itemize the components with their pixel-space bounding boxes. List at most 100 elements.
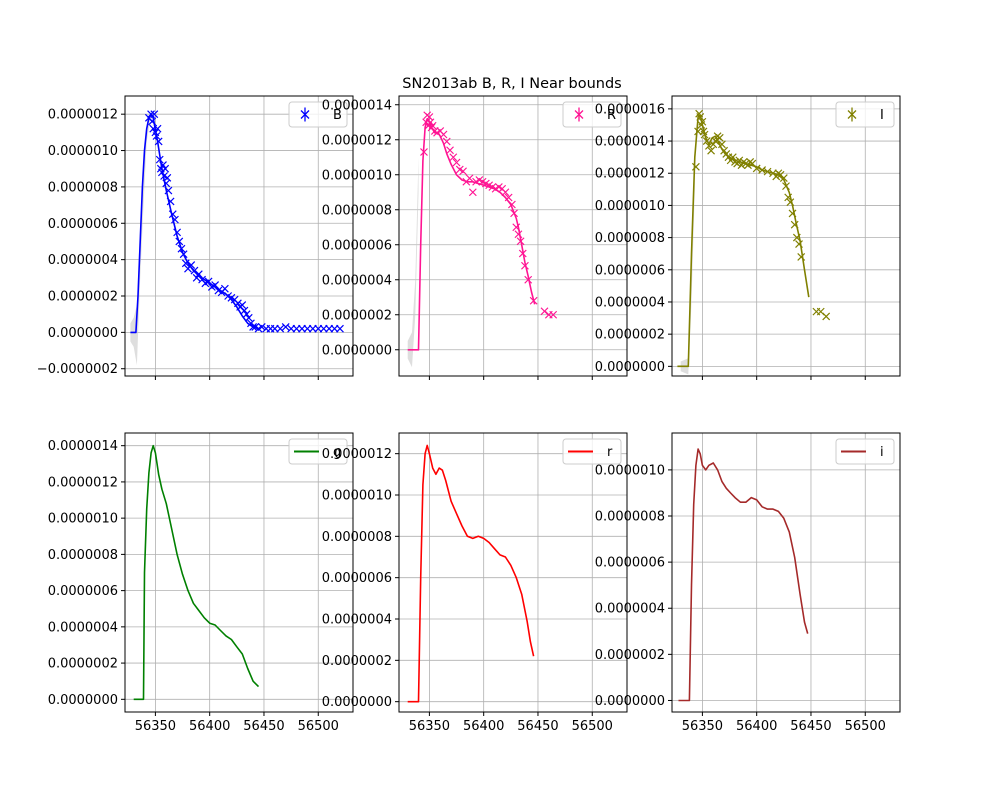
data-point: [512, 223, 521, 232]
y-tick-label: 0.0000004: [595, 602, 665, 617]
data-point: [691, 162, 700, 171]
data-point: [698, 117, 707, 126]
data-point: [439, 130, 448, 139]
data-point: [524, 275, 533, 284]
legend-label: R: [607, 108, 616, 123]
data-point: [529, 296, 538, 305]
data-point: [715, 133, 724, 142]
legend-marker: [847, 110, 857, 119]
data-point: [452, 158, 461, 167]
x-tick-label: 56400: [189, 719, 230, 734]
data-point: [521, 261, 529, 270]
data-point: [516, 237, 525, 246]
data-point: [790, 220, 799, 229]
y-tick-label: 0.0000008: [595, 231, 665, 246]
y-tick-label: 0.0000008: [322, 203, 392, 218]
y-tick-label: 0.0000010: [48, 144, 118, 159]
data-point: [518, 249, 527, 258]
legend-label: I: [880, 108, 884, 123]
x-tick-label: 56500: [298, 719, 339, 734]
data-point: [154, 137, 163, 146]
legend-label: i: [880, 445, 884, 460]
y-tick-label: 0.0000008: [595, 510, 665, 525]
data-point: [187, 261, 196, 270]
legend: i: [835, 438, 895, 465]
x-tick-label: 56350: [682, 719, 723, 734]
x-tick-label: 56350: [135, 719, 176, 734]
legend: R: [562, 101, 622, 128]
y-tick-label: 0.0000002: [595, 648, 665, 663]
data-point: [728, 153, 737, 162]
legend-label: r: [607, 445, 613, 460]
data-point: [510, 209, 519, 218]
data-point: [504, 193, 513, 202]
data-point: [175, 237, 184, 246]
data-point: [514, 230, 523, 239]
y-tick-label: 0.0000010: [322, 489, 392, 504]
data-point: [549, 310, 558, 319]
y-tick-label: 0.0000006: [595, 263, 665, 278]
data-point: [711, 137, 720, 145]
legend-marker: [574, 110, 584, 119]
y-tick-label: 0.0000004: [322, 613, 392, 628]
data-point: [150, 110, 159, 119]
data-point: [242, 310, 251, 319]
chart-panel-top-right: 0.0000000 0.0000002 0.0000004 0.0000006 0.00…: [595, 95, 901, 380]
data-point: [211, 281, 220, 290]
y-tick-label: 0.0000000: [595, 694, 665, 709]
data-point: [784, 193, 793, 202]
data-point: [257, 322, 266, 331]
x-tick-label: 56400: [463, 719, 504, 734]
y-tick-label: 0.0000008: [48, 180, 118, 195]
x-tick-label: 56450: [790, 719, 831, 734]
y-tick-label: 0.0000000: [48, 326, 118, 341]
data-point: [501, 188, 510, 197]
legend-marker: [300, 110, 310, 119]
y-tick-label: 0.0000016: [595, 102, 665, 117]
data-point: [168, 210, 177, 219]
data-point: [700, 130, 709, 139]
y-tick-label: 0.0000002: [322, 308, 392, 323]
data-point: [788, 209, 797, 218]
y-tick-label: 0.0000010: [322, 168, 392, 183]
axes-frame: [124, 95, 354, 377]
y-tick-label: 0.0000010: [595, 463, 665, 478]
data-point: [822, 312, 831, 321]
y-tick-label: 0.0000012: [595, 167, 665, 182]
data-point: [786, 198, 795, 207]
y-tick-label: 0.0000000: [322, 343, 392, 358]
y-tick-label: 0.0000010: [595, 199, 665, 214]
legend: r: [562, 438, 622, 465]
data-point: [795, 240, 803, 248]
data-point: [166, 197, 175, 206]
data-point: [171, 215, 179, 224]
data-point: [758, 166, 767, 174]
data-point: [192, 273, 201, 282]
data-point: [181, 259, 190, 268]
data-point: [792, 233, 801, 242]
data-point: [449, 153, 458, 162]
data-point: [194, 270, 203, 279]
chart-panel-bottom-middle: 56350 56400 56450 56500 0.0000000 0.0000002 0.…: [322, 432, 628, 734]
data-point: [797, 252, 806, 261]
data-point: [153, 124, 162, 133]
x-tick-label: 56350: [409, 719, 450, 734]
y-tick-label: 0.0000002: [322, 654, 392, 669]
confidence-band: [407, 157, 419, 368]
data-point: [177, 244, 186, 253]
legend-box: [288, 101, 348, 128]
data-point: [240, 306, 249, 315]
y-tick-label: 0.0000000: [48, 693, 118, 708]
legend-box: [835, 101, 895, 128]
model-line: [133, 444, 260, 701]
legend: g: [288, 438, 348, 465]
data-point: [718, 140, 726, 149]
data-point: [446, 146, 454, 155]
data-point: [782, 182, 790, 191]
data-point: [155, 155, 164, 164]
y-tick-label: 0.0000006: [322, 238, 392, 253]
data-point: [173, 228, 182, 237]
y-tick-label: 0.0000006: [322, 571, 392, 586]
data-point: [244, 313, 253, 322]
